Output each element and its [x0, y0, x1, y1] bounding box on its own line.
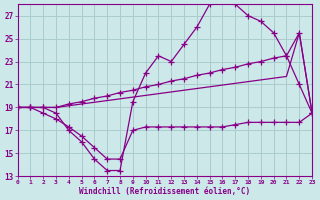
X-axis label: Windchill (Refroidissement éolien,°C): Windchill (Refroidissement éolien,°C)	[79, 187, 250, 196]
